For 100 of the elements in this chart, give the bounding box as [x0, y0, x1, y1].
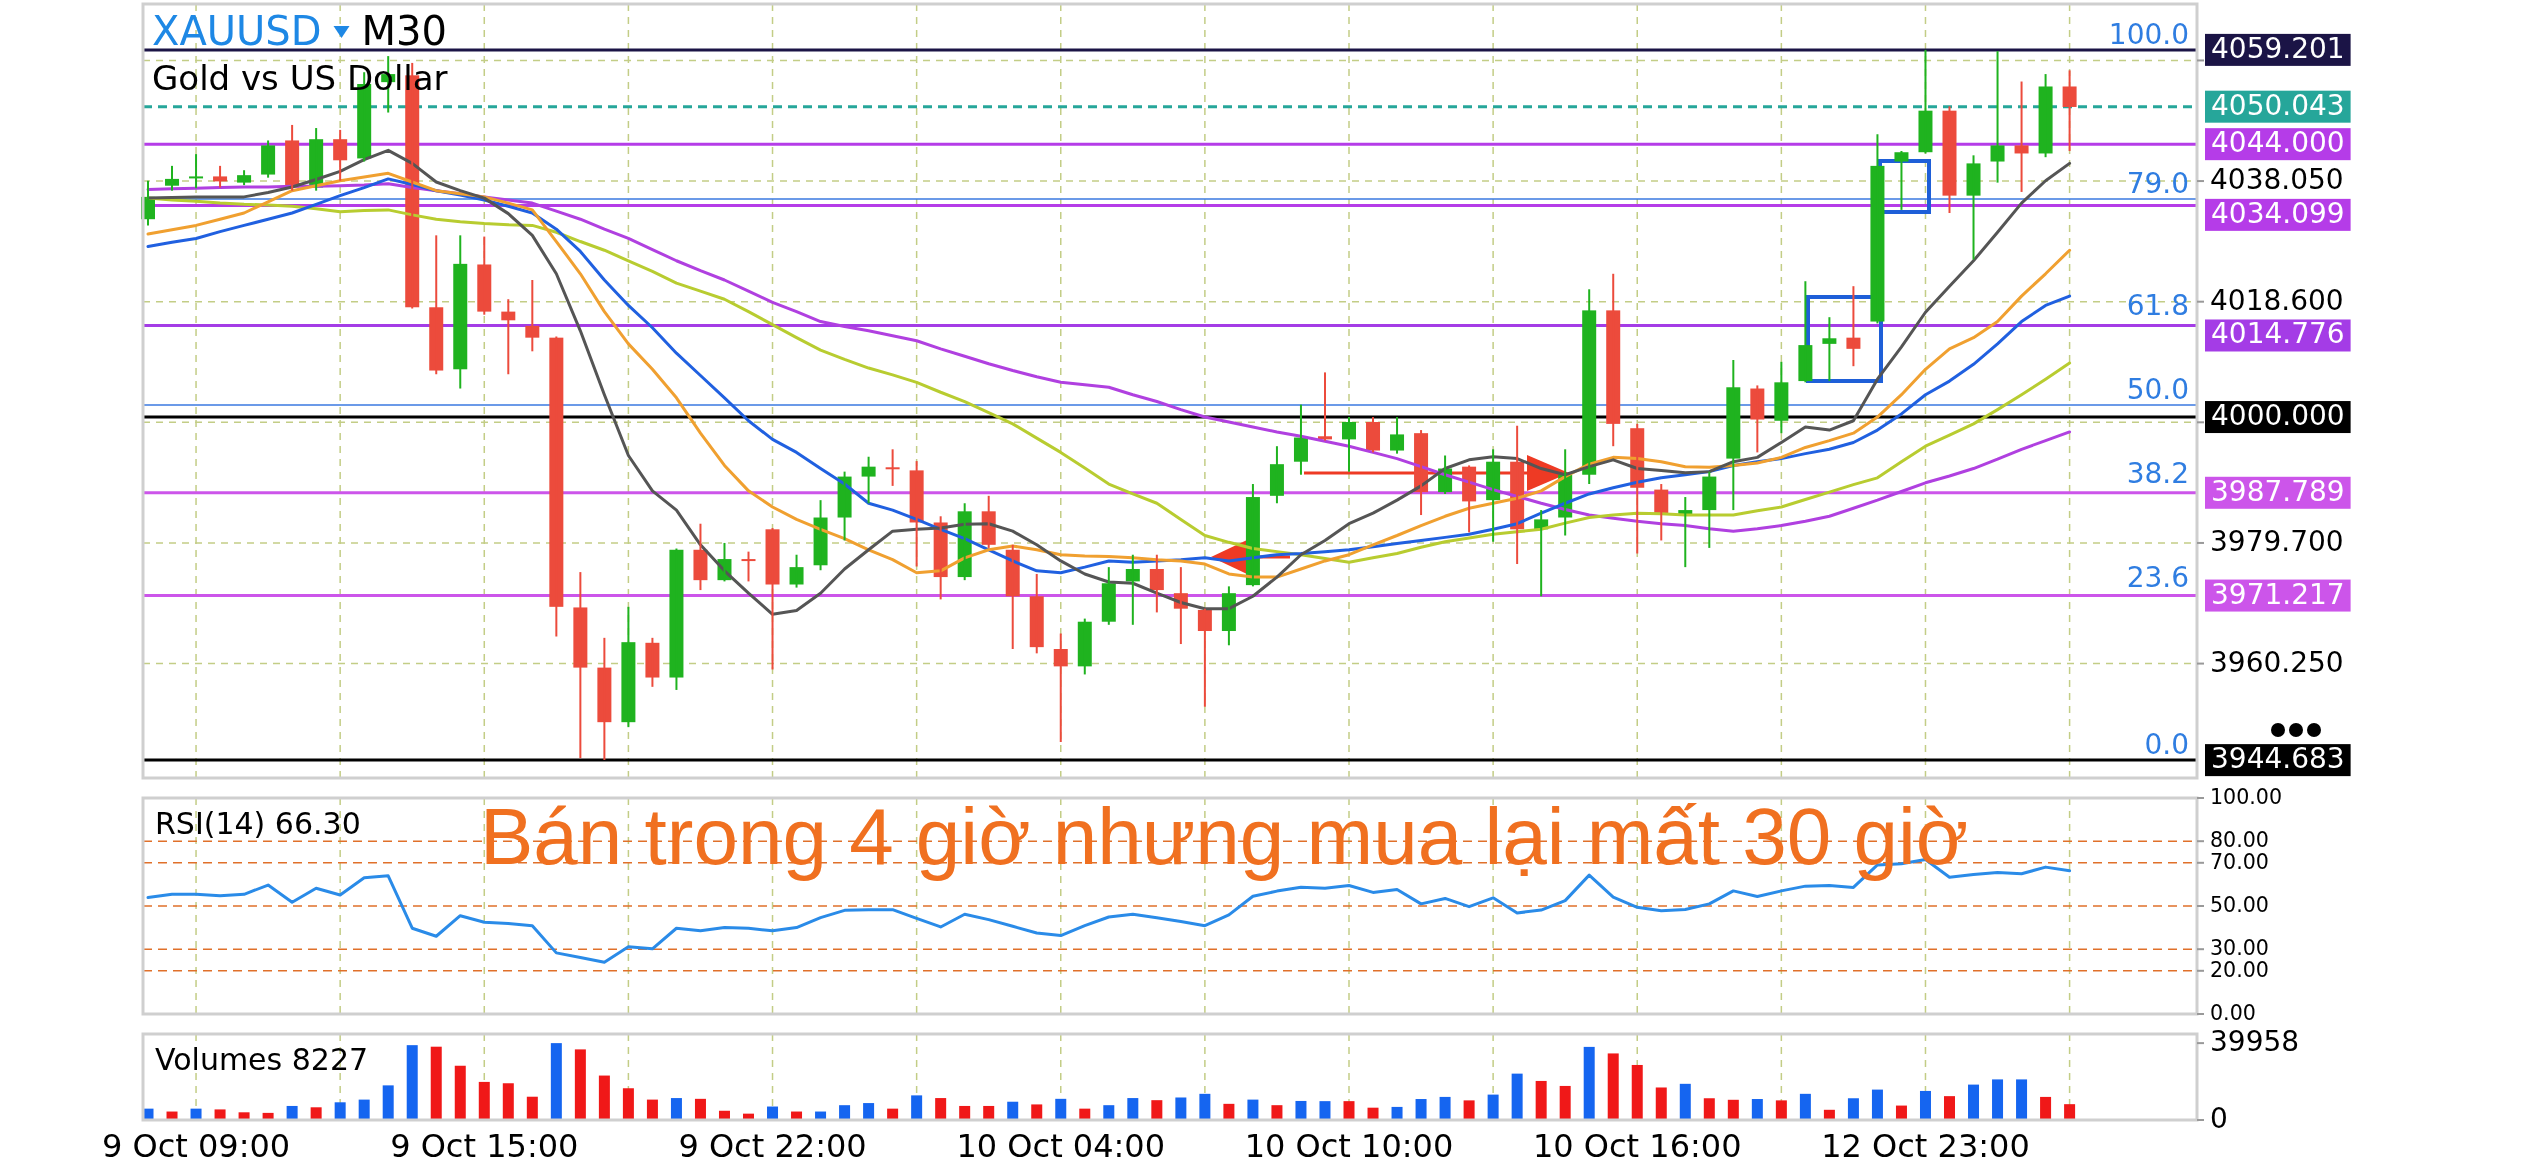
bar — [1992, 1079, 2004, 1120]
bar — [1607, 1053, 1619, 1120]
bar — [1367, 1107, 1379, 1120]
bar — [1487, 1094, 1499, 1120]
bar — [1103, 1105, 1115, 1120]
bar — [286, 1105, 298, 1120]
bar — [622, 1088, 634, 1120]
x-tick-label: 9 Oct 09:00 — [101, 1127, 291, 1165]
y-tick-label: 4018.600 — [2210, 283, 2344, 317]
ref-line-label: 3971.217 — [2211, 577, 2345, 611]
bar — [1631, 1064, 1643, 1120]
y-tick-label: 100.00 — [2210, 785, 2283, 809]
y-tick-label: 3960.250 — [2210, 645, 2344, 679]
ref-line-label: 4014.776 — [2211, 317, 2345, 351]
bar — [935, 1098, 947, 1120]
annotation: M30 — [361, 8, 447, 54]
y-tick-label: 50.00 — [2210, 893, 2269, 917]
x-tick-label: 10 Oct 16:00 — [1532, 1127, 1742, 1165]
ref-line-label: 3987.789 — [2211, 474, 2345, 508]
bar — [1968, 1084, 1980, 1120]
y-tick-label: 4038.050 — [2210, 163, 2344, 197]
bar — [1175, 1097, 1187, 1120]
bar — [1944, 1096, 1955, 1120]
y-tick-label: 0.00 — [2210, 1001, 2256, 1025]
bar — [1439, 1096, 1451, 1120]
bar — [1847, 1098, 1859, 1120]
bar — [454, 1065, 466, 1120]
bar — [1535, 1080, 1547, 1120]
bar — [1775, 1100, 1787, 1120]
bar — [358, 1099, 370, 1120]
bar — [1511, 1073, 1523, 1120]
bar — [694, 1098, 706, 1120]
bar — [1055, 1098, 1067, 1120]
bar — [1319, 1101, 1331, 1120]
bar — [1007, 1101, 1019, 1120]
bar — [839, 1105, 851, 1120]
bar — [1199, 1093, 1211, 1120]
x-tick-label: 9 Oct 22:00 — [678, 1127, 867, 1165]
x-tick-label: 9 Oct 15:00 — [390, 1127, 579, 1165]
candlestick — [1990, 50, 2005, 184]
ref-line-label: 4000.000 — [2211, 399, 2345, 433]
bar — [382, 1085, 394, 1120]
annotation: 23.6 — [2126, 560, 2189, 594]
annotation: 100.0 — [2108, 17, 2189, 51]
bar — [1895, 1105, 1907, 1120]
bar — [911, 1095, 923, 1120]
ref-line-label: 3944.683 — [2211, 742, 2345, 776]
bar — [1871, 1089, 1883, 1120]
bar — [863, 1103, 875, 1120]
bar — [2016, 1079, 2028, 1120]
annotation: 0.0 — [2144, 728, 2189, 762]
bar — [238, 1112, 250, 1120]
bar — [1343, 1101, 1355, 1120]
ref-line-label: 4044.000 — [2211, 126, 2345, 160]
bar — [502, 1083, 514, 1120]
bar — [1271, 1105, 1283, 1120]
bar — [310, 1107, 322, 1120]
bar — [1151, 1100, 1163, 1120]
bar — [1127, 1098, 1139, 1120]
bar — [1391, 1106, 1403, 1120]
bar — [526, 1096, 538, 1120]
bar — [406, 1045, 418, 1120]
bar — [1031, 1104, 1043, 1120]
bar — [550, 1043, 562, 1120]
bar — [1583, 1046, 1595, 1120]
annotation: 50.0 — [2126, 373, 2189, 407]
annotation: 38.2 — [2126, 456, 2189, 490]
bar — [1655, 1087, 1667, 1120]
ref-line-label: 4050.043 — [2211, 88, 2345, 122]
x-tick-label: 10 Oct 04:00 — [956, 1127, 1166, 1165]
candlestick — [1822, 316, 1837, 383]
candlestick — [237, 169, 252, 187]
y-tick-label: 39958 — [2210, 1025, 2300, 1059]
bar — [1415, 1099, 1427, 1120]
bar — [670, 1098, 682, 1120]
bar — [1799, 1093, 1811, 1120]
bar — [478, 1081, 490, 1120]
chart-title: XAUUSD — [152, 8, 322, 54]
bar — [2040, 1096, 2052, 1120]
bar — [1727, 1099, 1739, 1120]
ref-line-label: 4059.201 — [2211, 31, 2345, 65]
bar — [1223, 1103, 1235, 1120]
bar — [1751, 1099, 1763, 1120]
bar — [574, 1049, 586, 1120]
y-tick-label: 3979.700 — [2210, 524, 2344, 558]
chart-title: Volumes 8227 — [155, 1042, 369, 1077]
bar — [1295, 1100, 1307, 1120]
x-tick-label: 10 Oct 10:00 — [1244, 1127, 1454, 1165]
bar — [1679, 1083, 1691, 1120]
y-tick-label: 0 — [2210, 1102, 2228, 1135]
candlestick — [1390, 416, 1405, 455]
bar — [598, 1075, 610, 1120]
bar — [2064, 1104, 2076, 1120]
annotation: 61.8 — [2126, 289, 2189, 323]
bar — [1463, 1100, 1475, 1120]
bar — [214, 1109, 226, 1120]
chart-title: RSI(14) 66.30 — [155, 806, 361, 841]
bar — [334, 1102, 346, 1120]
bar — [430, 1046, 442, 1120]
bar — [1247, 1099, 1259, 1120]
